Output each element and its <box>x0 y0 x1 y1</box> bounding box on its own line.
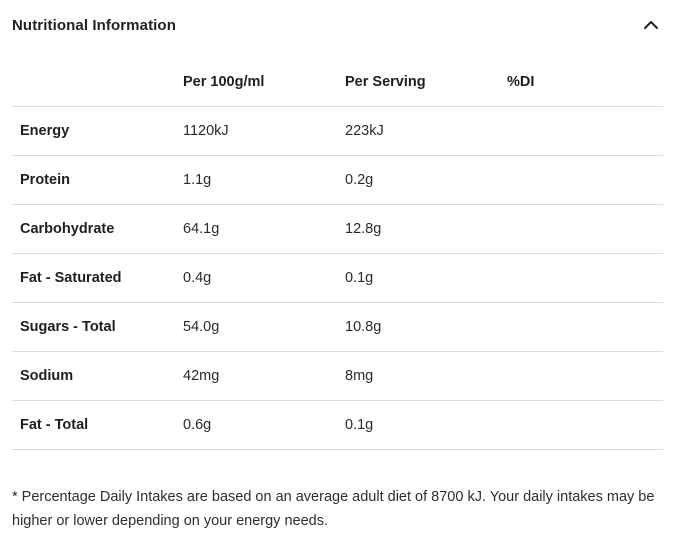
table-row: Carbohydrate 64.1g 12.8g <box>12 205 663 254</box>
table-row: Energy 1120kJ 223kJ <box>12 107 663 156</box>
per-serving-value: 0.2g <box>345 172 374 188</box>
table-row: Sugars - Total 54.0g 10.8g <box>12 303 663 352</box>
per-100-value: 0.4g <box>183 270 212 286</box>
per-serving-value: 10.8g <box>345 319 382 335</box>
chevron-up-icon[interactable] <box>640 14 662 36</box>
per-serving-value: 0.1g <box>345 270 374 286</box>
table-row: Fat - Saturated 0.4g 0.1g <box>12 254 663 303</box>
nutrient-name: Sodium <box>20 368 74 384</box>
nutrient-name: Fat - Total <box>20 417 89 433</box>
per-100-value: 54.0g <box>183 319 220 335</box>
per-serving-value: 12.8g <box>345 221 382 237</box>
table-row: Protein 1.1g 0.2g <box>12 156 663 205</box>
table-row: Fat - Total 0.6g 0.1g <box>12 401 663 450</box>
per-100-value: 64.1g <box>183 221 220 237</box>
section-title: Nutritional Information <box>12 17 176 34</box>
nutrient-name: Energy <box>20 123 70 139</box>
nutrient-name: Sugars - Total <box>20 319 116 335</box>
nutrient-name: Fat - Saturated <box>20 270 122 286</box>
column-header-per-serving: Per Serving <box>345 74 426 90</box>
column-header-di: %DI <box>507 74 535 90</box>
per-100-value: 1120kJ <box>183 123 229 139</box>
table-header-row: Per 100g/ml Per Serving %DI <box>12 58 663 107</box>
nutrient-name: Carbohydrate <box>20 221 115 237</box>
per-100-value: 1.1g <box>183 172 212 188</box>
per-serving-value: 8mg <box>345 368 374 384</box>
nutrient-name: Protein <box>20 172 70 188</box>
daily-intake-footnote: * Percentage Daily Intakes are based on … <box>12 488 655 529</box>
column-header-per-100: Per 100g/ml <box>183 74 265 90</box>
per-100-value: 42mg <box>183 368 220 384</box>
per-100-value: 0.6g <box>183 417 212 433</box>
table-row: Sodium 42mg 8mg <box>12 352 663 401</box>
per-serving-value: 223kJ <box>345 123 384 139</box>
per-serving-value: 0.1g <box>345 417 374 433</box>
nutrition-table: Per 100g/ml Per Serving %DI Energy 1120k… <box>12 58 663 450</box>
nutrition-accordion-header[interactable]: Nutritional Information <box>0 0 673 52</box>
